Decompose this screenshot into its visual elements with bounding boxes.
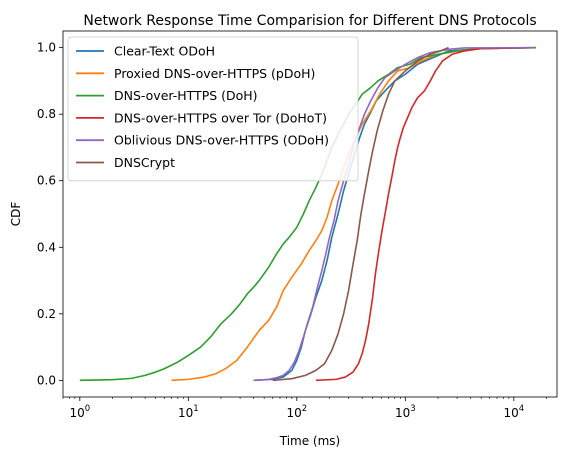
legend-label: DNSCrypt: [114, 155, 175, 170]
y-tick-label: 1.0: [37, 41, 56, 55]
series-line-0: [253, 46, 533, 382]
series-lines: [79, 46, 536, 382]
x-tick-label: 102: [286, 404, 307, 420]
y-axis: 0.0 0.2 0.4 0.6 0.8 1.0: [37, 41, 63, 387]
legend-label: Proxied DNS-over-HTTPS (pDoH): [114, 66, 315, 81]
series-line-1: [171, 46, 536, 382]
y-tick-label: 0.6: [37, 174, 56, 188]
y-tick-label: 0.0: [37, 373, 56, 387]
series-line-3: [315, 46, 530, 382]
x-tick-label: 103: [395, 404, 416, 420]
chart-title: Network Response Time Comparision for Di…: [83, 13, 536, 29]
x-tick-label: 100: [69, 404, 90, 420]
y-tick-label: 0.2: [37, 307, 56, 321]
legend-label: DNS-over-HTTPS (DoH): [114, 88, 258, 103]
legend-label: Oblivious DNS-over-HTTPS (ODoH): [114, 133, 329, 148]
x-axis: 100 101 102 103 104: [62, 397, 547, 420]
x-tick-label: 104: [503, 404, 524, 420]
series-line-2: [79, 46, 536, 382]
x-tick-label: 101: [178, 404, 199, 420]
y-tick-label: 0.8: [37, 107, 56, 121]
legend-box: [67, 36, 359, 182]
series-line-4: [253, 46, 533, 382]
y-tick-label: 0.4: [37, 240, 56, 254]
legend-label: DNS-over-HTTPS over Tor (DoHoT): [114, 110, 327, 125]
series-line-5: [272, 46, 449, 382]
x-axis-label: Time (ms): [279, 434, 341, 448]
legend-label: Clear-Text ODoH: [114, 44, 215, 59]
plot-frame: [62, 30, 558, 398]
legend: Clear-Text ODoH Proxied DNS-over-HTTPS (p…: [67, 36, 359, 182]
y-axis-label: CDF: [9, 202, 23, 227]
